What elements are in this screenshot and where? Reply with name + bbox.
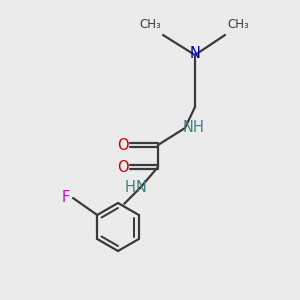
- Text: O: O: [117, 160, 129, 175]
- Text: N: N: [190, 46, 200, 62]
- Text: CH₃: CH₃: [139, 18, 161, 31]
- Text: N: N: [136, 179, 146, 194]
- Text: CH₃: CH₃: [227, 18, 249, 31]
- Text: H: H: [193, 119, 203, 134]
- Text: F: F: [62, 190, 70, 205]
- Text: H: H: [124, 179, 135, 194]
- Text: N: N: [183, 119, 194, 134]
- Text: O: O: [117, 137, 129, 152]
